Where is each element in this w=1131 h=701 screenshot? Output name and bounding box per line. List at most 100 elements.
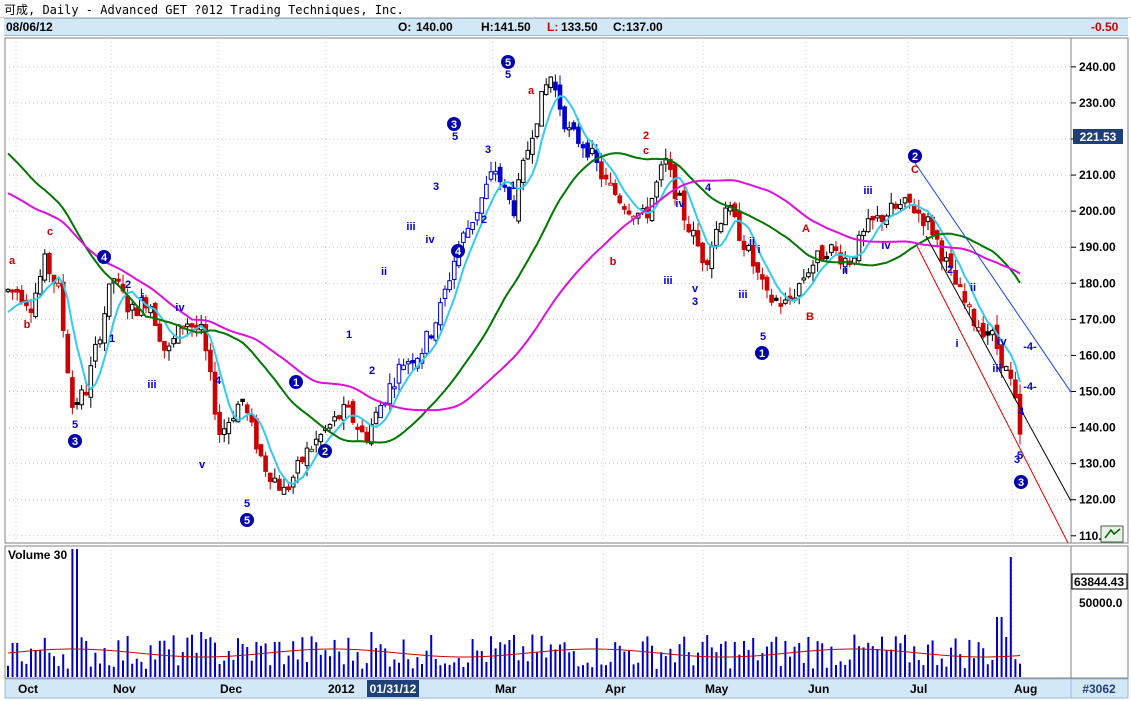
candle-body — [898, 204, 903, 209]
wave-label: ii — [842, 265, 848, 277]
candle-body — [212, 371, 218, 415]
candle-body — [571, 122, 577, 130]
candle-body — [548, 76, 554, 89]
candle-body — [902, 197, 908, 204]
candle-body — [226, 421, 232, 435]
wave-label: c — [643, 145, 649, 157]
wave-label: 5 — [1017, 450, 1023, 462]
candle-body — [838, 252, 843, 265]
candle-body — [396, 363, 402, 384]
candle-body — [658, 164, 664, 181]
candle-body — [750, 244, 756, 267]
wave-label: v — [199, 459, 206, 471]
wave-label-circled: 5 — [505, 57, 511, 69]
close-value: 137.00 — [626, 20, 663, 34]
candle-body — [56, 282, 61, 287]
candle-body — [806, 272, 811, 278]
candle-body — [737, 210, 742, 241]
wave-label: 2 — [481, 214, 487, 226]
candle-body — [258, 444, 264, 457]
candle-body — [746, 245, 751, 251]
candle-body — [796, 283, 802, 297]
wave-label-circle — [289, 375, 303, 389]
wave-label: b — [24, 319, 31, 331]
elliott-wave-labels: 34512345123abcabcABCiiiiiiivviiiiviiiiii… — [9, 55, 1037, 527]
candle-body — [88, 365, 94, 398]
candle-body — [272, 477, 278, 483]
candle-body — [502, 184, 508, 188]
candle-body — [672, 163, 678, 199]
price-panel — [4, 37, 1072, 544]
candle-body — [19, 289, 25, 303]
wave-label-circled: 4 — [455, 246, 462, 258]
candle-body — [304, 447, 310, 467]
candle-body — [79, 389, 84, 406]
candle-body — [369, 424, 374, 445]
wave-label-circle — [97, 250, 111, 264]
wave-label: 1 — [510, 180, 516, 192]
candle-body — [580, 144, 586, 149]
wave-label: b — [610, 256, 617, 268]
candle-body — [617, 195, 623, 204]
wave-label: 4 — [215, 375, 222, 387]
candle-body — [990, 330, 995, 336]
candle-body — [318, 433, 324, 443]
wave-label-circle — [451, 244, 465, 258]
candle-body — [405, 360, 411, 365]
wave-label-circle — [240, 513, 254, 527]
candle-body — [819, 245, 825, 261]
wave-label-circle — [447, 117, 461, 131]
candle-body — [428, 335, 434, 339]
candle-body — [723, 207, 728, 226]
candle-body — [410, 359, 416, 364]
zoom-control[interactable] — [1100, 525, 1124, 543]
month-label: Dec — [220, 682, 242, 696]
candle-body — [134, 307, 140, 317]
candle-body — [465, 227, 471, 238]
wave-label: iv — [425, 234, 435, 246]
candle-body — [387, 383, 393, 405]
month-label: Jun — [808, 682, 829, 696]
candle-body — [208, 349, 213, 373]
candle-body — [967, 304, 972, 308]
candle-body — [700, 242, 705, 264]
candle-body — [479, 197, 485, 214]
volume-panel-label: Volume 30 — [8, 548, 67, 562]
candle-body — [999, 344, 1004, 369]
cursor-date: 01/31/12 — [370, 682, 417, 696]
candle-body — [530, 137, 535, 155]
wave-label-circle — [68, 434, 82, 448]
candle-body — [139, 297, 144, 316]
candle-body — [921, 213, 926, 227]
candle-body — [281, 486, 287, 495]
candle-body — [309, 448, 314, 452]
wave-label: 2 — [369, 365, 375, 377]
wave-label: i — [955, 338, 958, 350]
candle-body — [267, 472, 273, 483]
candle-body — [562, 106, 567, 130]
candle-body — [102, 313, 107, 344]
candle-body — [985, 331, 991, 336]
candle-body — [203, 324, 209, 352]
candle-body — [392, 386, 397, 390]
price-tick-label: 240.00 — [1079, 60, 1116, 74]
month-label: Jul — [910, 682, 927, 696]
price-tick-label: 150.00 — [1079, 385, 1116, 399]
wave-label-circle — [1014, 475, 1028, 489]
open-value: 140.00 — [416, 20, 453, 34]
candle-body — [33, 292, 38, 318]
wave-label: -4- — [1023, 381, 1037, 393]
candle-body — [336, 415, 342, 420]
candle-body — [484, 183, 489, 200]
candle-body — [14, 288, 20, 293]
candle-body — [300, 456, 305, 463]
wave-label: 1 — [109, 333, 115, 345]
candle-body — [346, 404, 351, 408]
candle-body — [829, 244, 834, 254]
wave-label-circled: 3 — [1018, 477, 1024, 489]
candle-body — [313, 438, 319, 446]
candle-body — [691, 229, 696, 237]
price-tick-label: 200.00 — [1079, 204, 1116, 218]
candle-body — [442, 288, 448, 299]
